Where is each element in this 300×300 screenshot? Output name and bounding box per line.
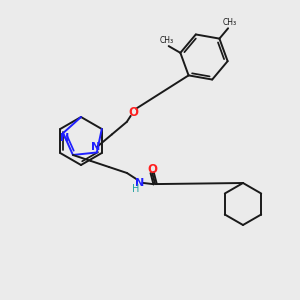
Text: CH₃: CH₃ <box>223 18 237 27</box>
Text: O: O <box>128 106 138 119</box>
Text: N: N <box>91 142 101 152</box>
Text: N: N <box>135 178 144 188</box>
Text: H: H <box>132 184 140 194</box>
Text: O: O <box>148 163 158 176</box>
Text: CH₃: CH₃ <box>160 36 174 45</box>
Text: N: N <box>60 134 69 143</box>
